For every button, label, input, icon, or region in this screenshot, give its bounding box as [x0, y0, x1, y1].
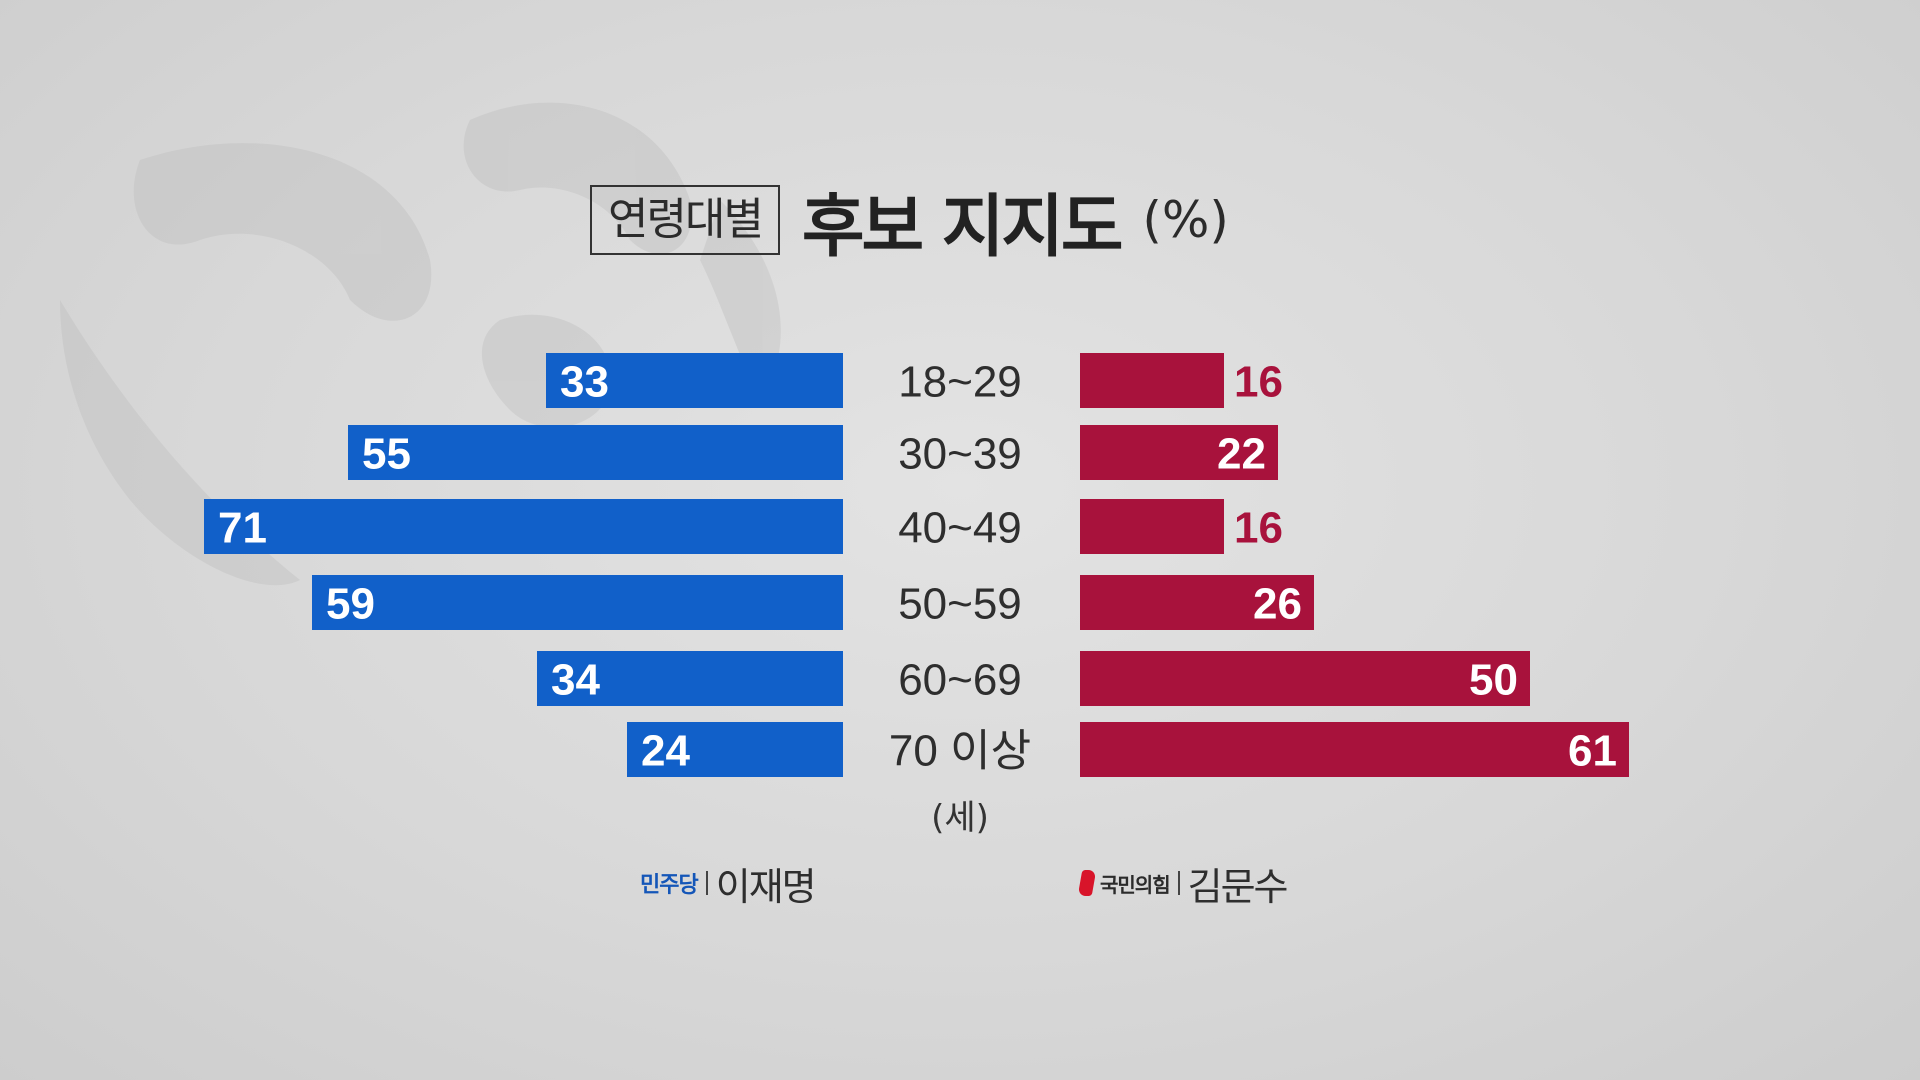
left-bar-0: [546, 353, 843, 408]
right-bar-label-2: 16: [1234, 503, 1283, 552]
legend-left: 민주당 이재명: [640, 858, 817, 909]
right-bar-5: [1080, 722, 1629, 777]
age-category-label-3: 50~59: [898, 579, 1022, 628]
right-bar-1: [1080, 425, 1278, 480]
legend-right: 국민의힘 김문수: [1077, 858, 1289, 909]
age-category-label-2: 40~49: [898, 503, 1022, 552]
left-bar-label-5: 24: [641, 726, 690, 775]
left-bar-5: [627, 722, 843, 777]
left-bar-label-0: 33: [560, 357, 609, 406]
right-bar-label-5: 61: [1568, 726, 1617, 775]
right-bar-2: [1080, 499, 1224, 554]
candidate-name-left: 이재명: [715, 864, 817, 909]
right-bar-label-3: 26: [1253, 579, 1302, 628]
age-unit-label: (세): [931, 798, 989, 838]
title-unit: (%): [1142, 191, 1229, 249]
age-category-label-1: 30~39: [898, 429, 1022, 478]
title-main: 후보 지지도: [801, 187, 1123, 267]
title-boxed-label: 연령대별: [590, 185, 780, 255]
right-bar-label-0: 16: [1234, 357, 1283, 406]
left-bar-label-1: 55: [362, 429, 411, 478]
right-bar-0: [1080, 353, 1224, 408]
people-power-flag-icon: [1077, 870, 1097, 896]
candidate-name-right: 김문수: [1187, 864, 1289, 909]
right-bar-label-1: 22: [1217, 429, 1266, 478]
left-bar-label-3: 59: [326, 579, 375, 628]
legend-separator: [705, 871, 708, 895]
democratic-party-logo: 민주당: [640, 873, 699, 898]
left-bar-1: [348, 425, 843, 480]
age-category-label-5: 70 이상: [889, 726, 1031, 775]
legend-separator: [1177, 871, 1180, 895]
right-bar-label-4: 50: [1469, 655, 1518, 704]
age-category-label-0: 18~29: [898, 357, 1022, 406]
people-power-party-logo: 국민의힘: [1100, 872, 1171, 897]
left-bar-2: [204, 499, 843, 554]
left-bar-label-2: 71: [218, 503, 267, 552]
age-category-label-4: 60~69: [898, 655, 1022, 704]
left-bar-label-4: 34: [551, 655, 600, 704]
chart-title: 연령대별 후보 지지도 (%): [590, 180, 1229, 267]
right-bar-4: [1080, 651, 1530, 706]
right-bar-3: [1080, 575, 1314, 630]
left-bar-3: [312, 575, 843, 630]
left-bar-4: [537, 651, 843, 706]
